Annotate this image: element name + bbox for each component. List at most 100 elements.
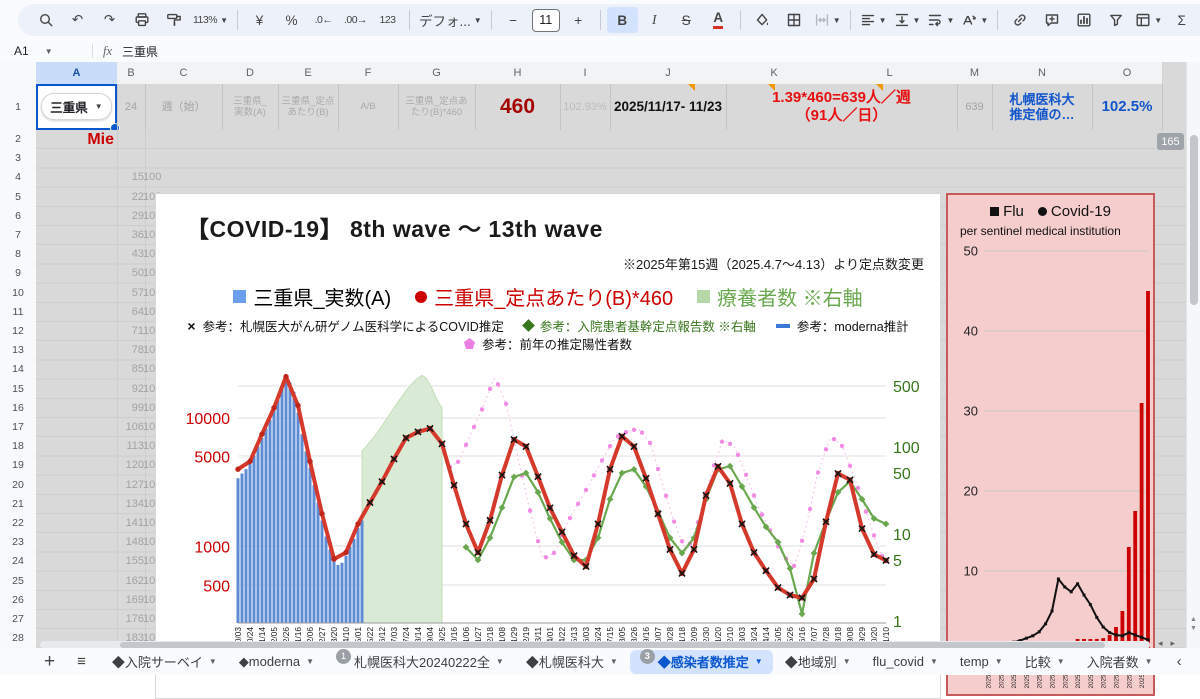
row-header-23[interactable]: 23 <box>0 533 37 554</box>
sheet-tab-temp[interactable]: temp ▼ <box>950 650 1013 674</box>
cell-F1[interactable]: A/B <box>360 101 376 113</box>
cell-B17[interactable]: 106 <box>125 421 144 433</box>
row-header-25[interactable]: 25 <box>0 571 37 592</box>
flu-covid-mini-chart[interactable]: Flu Covid-19 per sentinel medical institu… <box>946 193 1155 696</box>
comment-icon[interactable] <box>1036 7 1067 33</box>
row-header-26[interactable]: 26 <box>0 590 37 611</box>
cell-B25[interactable]: 162 <box>125 574 144 587</box>
column-header-C[interactable]: C <box>145 62 223 85</box>
cell-B9[interactable]: 50 <box>131 267 144 280</box>
column-header-A[interactable]: A <box>36 62 118 85</box>
cell-N1[interactable]: 札幌医科大 推定値の… <box>1009 91 1075 122</box>
cell-B15[interactable]: 92 <box>131 382 144 395</box>
undo-icon[interactable]: ↶ <box>71 12 84 27</box>
row-header-6[interactable]: 6 <box>0 206 37 227</box>
cell-B11[interactable]: 64 <box>131 305 144 318</box>
paint-format-icon[interactable] <box>158 7 189 33</box>
cell-B26[interactable]: 169 <box>125 593 144 606</box>
cell-E1[interactable]: 三重県_定点 あたり(B) <box>281 95 335 118</box>
fill-color-icon[interactable] <box>747 7 778 33</box>
row-header-15[interactable]: 15 <box>0 379 37 400</box>
cell-O1[interactable]: 102.5% <box>1101 98 1153 116</box>
cell-B13[interactable]: 78 <box>131 344 144 357</box>
row-header-11[interactable]: 11 <box>0 302 37 323</box>
print-icon[interactable] <box>126 7 157 33</box>
cell-B22[interactable]: 141 <box>125 517 144 529</box>
sheet-tab-◆入院サーベイ[interactable]: ◆入院サーベイ ▼ <box>102 650 227 674</box>
decimal-increase-icon[interactable]: .00→ <box>343 14 368 26</box>
row-header-8[interactable]: 8 <box>0 245 37 266</box>
column-header-J[interactable]: J <box>610 62 727 85</box>
covid-main-chart[interactable]: 【COVID-19】 8th wave ～ 13th wave ※2025年第1… <box>155 193 941 699</box>
search-icon[interactable] <box>30 7 61 33</box>
row-header-14[interactable]: 14 <box>0 360 37 381</box>
currency-yen-icon[interactable]: ¥ <box>255 12 264 28</box>
cell-B27[interactable]: 176 <box>125 613 144 625</box>
vertical-scroll-arrows[interactable]: ▲ ▼ <box>1190 616 1197 632</box>
cell-B20[interactable]: 127 <box>125 478 144 491</box>
cell-B7[interactable]: 36 <box>131 229 144 241</box>
row-header-1[interactable]: 1 <box>0 84 37 131</box>
column-header-O[interactable]: O <box>1092 62 1163 85</box>
text-color-icon[interactable]: A <box>703 7 734 33</box>
row-header-4[interactable]: 4 <box>0 168 37 189</box>
sheet-tab-札幌医科大20240222全[interactable]: 1 札幌医科大20240222全 ▼ <box>326 649 514 674</box>
row-header-13[interactable]: 13 <box>0 341 37 362</box>
sheet-tab-入院者数[interactable]: 入院者数 ▼ <box>1077 650 1163 674</box>
row-header-7[interactable]: 7 <box>0 226 37 247</box>
strikethrough-icon[interactable]: S <box>681 12 691 28</box>
cell-G1[interactable]: 三重県_定点あ たり(B)*460 <box>405 95 468 118</box>
row-header-19[interactable]: 19 <box>0 456 37 477</box>
cell-J1[interactable]: 2025/11/17- 11/23 <box>613 99 723 115</box>
cell-B14[interactable]: 85 <box>131 363 144 376</box>
cell-B8[interactable]: 43 <box>131 248 144 261</box>
row-header-28[interactable]: 28 <box>0 629 37 650</box>
align-left-icon[interactable]: ▼ <box>857 7 890 33</box>
bold-icon[interactable]: B <box>606 7 638 33</box>
sheet-tab-比較[interactable]: 比較 ▼ <box>1015 650 1075 674</box>
percent-icon[interactable]: % <box>285 12 298 28</box>
sheet-tab-◆地域別[interactable]: ◆地域別 ▼ <box>775 650 861 674</box>
column-header-G[interactable]: G <box>398 62 476 85</box>
text-rotate-icon[interactable]: ▼ <box>958 7 991 33</box>
select-all-corner[interactable] <box>0 62 37 85</box>
table-icon[interactable]: ▼ <box>1132 7 1165 33</box>
more-formats-icon[interactable]: 123 <box>379 14 396 26</box>
text-wrap-icon[interactable]: ▼ <box>924 7 957 33</box>
column-header-K[interactable]: K <box>726 62 823 85</box>
cell-C1[interactable]: 週（始） <box>161 100 206 113</box>
all-sheets-button[interactable]: ≡ <box>77 653 86 670</box>
row-header-16[interactable]: 16 <box>0 398 37 419</box>
row-header-17[interactable]: 17 <box>0 418 37 439</box>
sigma-icon[interactable]: Σ <box>1177 12 1186 28</box>
row-header-22[interactable]: 22 <box>0 514 37 535</box>
cell-B24[interactable]: 155 <box>125 555 144 568</box>
cell-I1[interactable]: 102.93% <box>563 100 607 113</box>
sheet-tab-◆札幌医科大[interactable]: ◆札幌医科大 ▼ <box>516 650 628 674</box>
row-header-5[interactable]: 5 <box>0 187 37 208</box>
cell-B1[interactable]: 24 <box>124 100 138 113</box>
row-header-12[interactable]: 12 <box>0 322 37 343</box>
font-size-input[interactable]: 11 <box>531 8 560 32</box>
tab-scroll-left[interactable]: ‹ <box>1176 653 1182 670</box>
merge-cells-icon[interactable]: ▼ <box>811 7 844 33</box>
column-header-L[interactable]: L <box>822 62 958 85</box>
insert-chart-icon[interactable] <box>1068 7 1099 33</box>
decimal-decrease-icon[interactable]: .0← <box>314 14 333 26</box>
horizontal-scrollbar[interactable] <box>40 641 1150 649</box>
cell-B12[interactable]: 71 <box>131 325 144 337</box>
column-header-F[interactable]: F <box>338 62 399 85</box>
font-family-select-button[interactable]: デフォ... ▼ <box>419 14 482 29</box>
row-header-3[interactable]: 3 <box>0 149 37 170</box>
cell-B16[interactable]: 99 <box>131 401 144 414</box>
cell-A1[interactable]: 三重県 ▼ <box>36 84 120 133</box>
cell-D1[interactable]: 三重県_ 実数(A) <box>233 95 267 118</box>
cell-B4[interactable]: 15 <box>131 171 144 184</box>
column-header-H[interactable]: H <box>475 62 561 85</box>
cell-M1[interactable]: 639 <box>965 100 984 113</box>
row-header-10[interactable]: 10 <box>0 283 37 304</box>
cell-B5[interactable]: 22 <box>131 190 144 203</box>
row-header-21[interactable]: 21 <box>0 494 37 515</box>
formula-input[interactable]: 三重県 <box>122 44 159 59</box>
